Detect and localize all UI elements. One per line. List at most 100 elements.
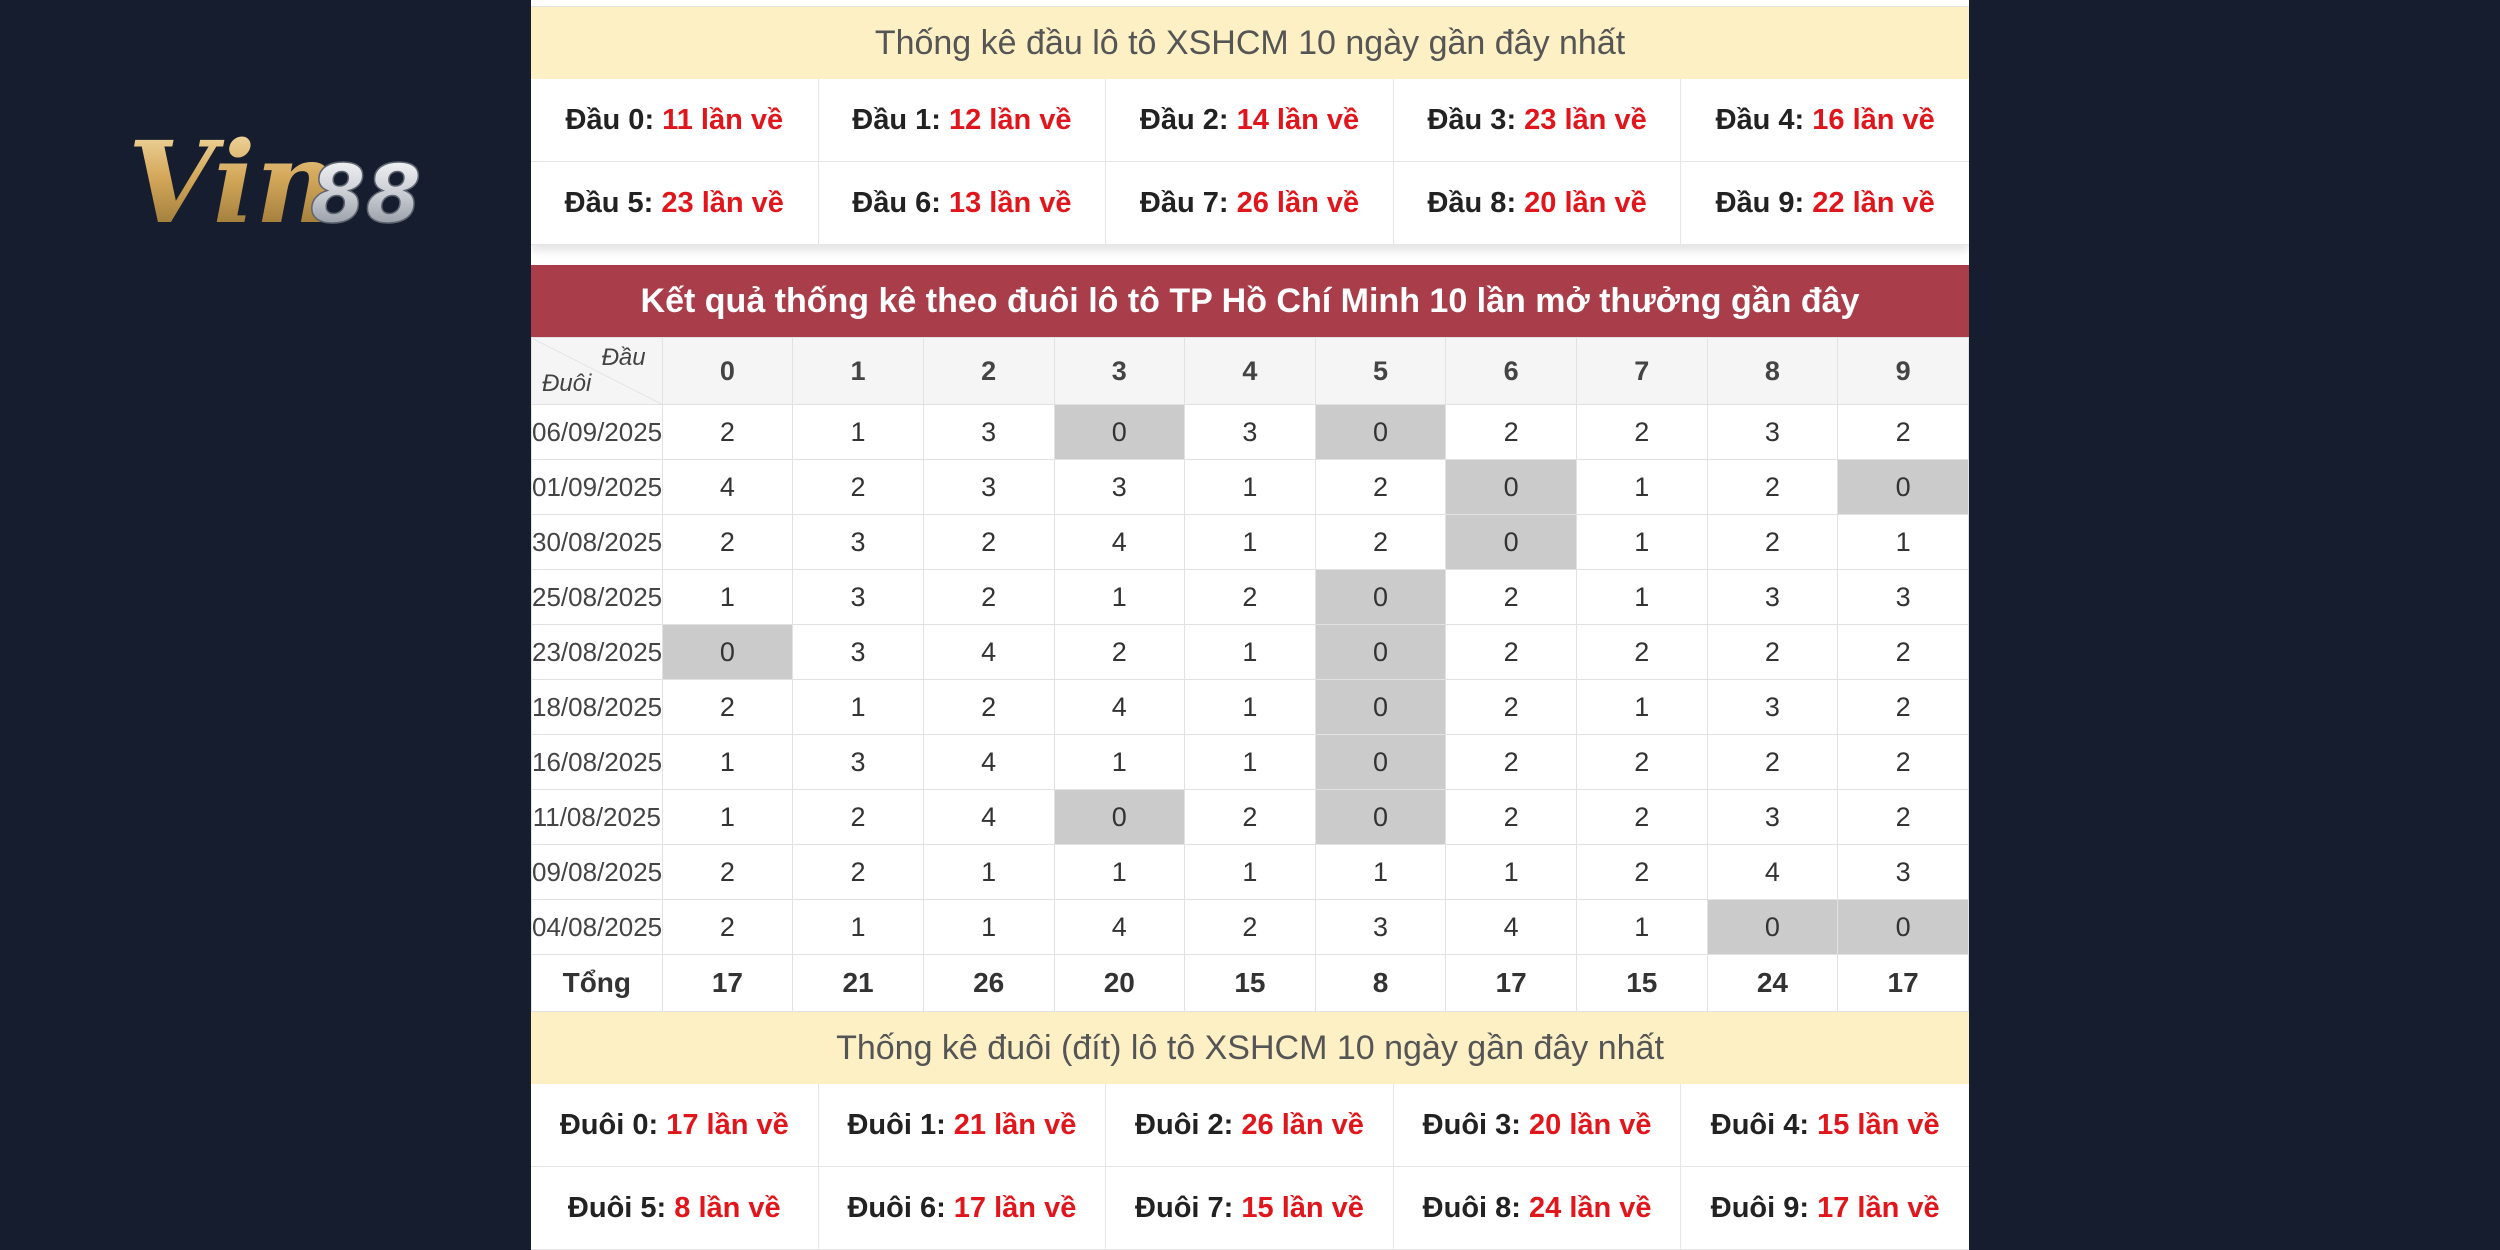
tail-stat-count: 20 lần về <box>1529 1109 1652 1141</box>
tail-stat-count: 17 lần về <box>1817 1192 1940 1224</box>
head-stat-label: Đầu 1: <box>852 104 941 136</box>
tail-stat-label: Đuôi 9: <box>1710 1192 1810 1224</box>
total-cell: 15 <box>1576 954 1708 1012</box>
table-row: 16/08/2025 1 3 4 1 1 0 2 2 2 2 <box>531 734 1969 790</box>
count-cell: 2 <box>1184 899 1316 955</box>
head-stat-count: 23 lần về <box>661 187 784 219</box>
count-cell: 3 <box>792 734 924 790</box>
count-cell: 2 <box>1576 734 1708 790</box>
count-cell: 1 <box>1184 679 1316 735</box>
count-cell: 4 <box>1053 514 1186 570</box>
count-cell: 1 <box>1053 569 1186 625</box>
tail-stat-count: 17 lần về <box>953 1192 1077 1224</box>
head-stat-count: 20 lần về <box>1524 187 1647 219</box>
head-stat-0: Đầu 0: 11 lần về <box>531 79 819 162</box>
row-date: 25/08/2025 <box>531 569 663 625</box>
column-header-0: 0 <box>661 337 794 405</box>
head-stat-3: Đầu 3: 23 lần về <box>1393 79 1682 162</box>
count-cell: 3 <box>1706 569 1839 625</box>
count-cell: 3 <box>1706 404 1839 460</box>
tail-stat-label: Đuôi 0: <box>559 1109 659 1141</box>
head-stat-count: 12 lần về <box>948 104 1072 136</box>
count-cell: 0 <box>1445 514 1577 570</box>
corner-label-dau: Đầu <box>601 344 646 371</box>
count-cell: 2 <box>922 569 1055 625</box>
count-cell: 2 <box>1445 569 1577 625</box>
head-stats-title: Thống kê đầu lô tô XSHCM 10 ngày gần đây… <box>531 7 1969 79</box>
count-cell: 1 <box>922 899 1055 955</box>
head-stat-count: 26 lần về <box>1236 187 1360 219</box>
count-cell: 1 <box>1576 514 1708 570</box>
tail-stat-0: Đuôi 0: 17 lần về <box>531 1084 819 1167</box>
tail-stat-8: Đuôi 8: 24 lần về <box>1393 1167 1682 1250</box>
tail-stat-label: Đuôi 1: <box>847 1109 946 1141</box>
head-stat-label: Đầu 4: <box>1715 104 1805 136</box>
total-cell: 17 <box>1837 954 1969 1012</box>
corner-label-duoi: Đuôi <box>542 370 592 397</box>
count-cell: 2 <box>1053 624 1186 680</box>
table-row: 09/08/2025 2 2 1 1 1 1 1 2 4 3 <box>531 844 1969 900</box>
count-cell: 1 <box>1053 734 1186 790</box>
tail-stats-title: Thống kê đuôi (đít) lô tô XSHCM 10 ngày … <box>531 1012 1969 1084</box>
count-cell: 1 <box>1576 679 1708 735</box>
head-stat-label: Đầu 0: <box>565 104 655 136</box>
count-cell: 2 <box>1314 459 1447 515</box>
count-cell: 0 <box>1837 899 1969 955</box>
count-cell: 3 <box>1184 404 1316 460</box>
head-stat-count: 23 lần về <box>1524 104 1647 136</box>
column-header-3: 3 <box>1053 337 1186 405</box>
count-cell: 2 <box>1837 734 1969 790</box>
count-cell: 1 <box>1184 844 1316 900</box>
table-row: 30/08/2025 2 3 2 4 1 2 0 1 2 1 <box>531 514 1969 570</box>
count-cell: 2 <box>1184 789 1316 845</box>
vin88-logo[interactable]: Vin 88 <box>124 118 484 238</box>
tail-stat-1: Đuôi 1: 21 lần về <box>818 1084 1107 1167</box>
head-stat-label: Đầu 2: <box>1139 104 1229 136</box>
tail-stat-count: 8 lần về <box>674 1192 781 1224</box>
count-cell: 3 <box>792 514 924 570</box>
head-stat-count: 16 lần về <box>1812 104 1935 136</box>
total-cell: 24 <box>1706 954 1839 1012</box>
count-cell: 1 <box>1314 844 1447 900</box>
count-cell: 2 <box>1837 404 1969 460</box>
head-stat-label: Đầu 7: <box>1139 187 1229 219</box>
count-cell: 4 <box>922 624 1055 680</box>
table-row: 11/08/2025 1 2 4 0 2 0 2 2 3 2 <box>531 789 1969 845</box>
count-cell: 2 <box>1576 844 1708 900</box>
count-cell: 1 <box>1576 459 1708 515</box>
row-date: 04/08/2025 <box>531 899 663 955</box>
total-cell: 20 <box>1053 954 1186 1012</box>
head-stat-label: Đầu 6: <box>852 187 941 219</box>
total-cell: 17 <box>1445 954 1577 1012</box>
count-cell: 2 <box>1314 514 1447 570</box>
total-label: Tổng <box>531 954 663 1012</box>
row-date: 01/09/2025 <box>531 459 663 515</box>
tail-stat-count: 26 lần về <box>1241 1109 1364 1141</box>
table-row: 06/09/2025 2 1 3 0 3 0 2 2 3 2 <box>531 404 1969 460</box>
count-cell: 4 <box>661 459 794 515</box>
count-cell: 2 <box>1576 624 1708 680</box>
count-cell: 1 <box>661 734 794 790</box>
column-header-8: 8 <box>1706 337 1839 405</box>
head-stat-4: Đầu 4: 16 lần về <box>1681 79 1969 162</box>
tail-stat-label: Đuôi 4: <box>1710 1109 1810 1141</box>
tail-stat-label: Đuôi 3: <box>1422 1109 1521 1141</box>
total-cell: 26 <box>922 954 1055 1012</box>
tail-stat-label: Đuôi 7: <box>1135 1192 1234 1224</box>
column-header-9: 9 <box>1837 337 1969 405</box>
count-cell: 2 <box>661 514 794 570</box>
count-cell: 4 <box>1445 899 1577 955</box>
count-cell: 2 <box>792 459 924 515</box>
head-stat-7: Đầu 7: 26 lần về <box>1106 162 1394 245</box>
total-cell: 15 <box>1184 954 1316 1012</box>
tail-stat-6: Đuôi 6: 17 lần về <box>818 1167 1107 1250</box>
count-cell: 4 <box>922 789 1055 845</box>
count-cell: 2 <box>1445 679 1577 735</box>
column-header-1: 1 <box>792 337 924 405</box>
total-cell: 17 <box>661 954 794 1012</box>
head-stat-count: 14 lần về <box>1236 104 1360 136</box>
total-row: Tổng 17 21 26 20 15 8 17 15 24 17 <box>531 954 1969 1012</box>
logo-text-vin: Vin <box>128 118 337 238</box>
count-cell: 3 <box>1837 844 1969 900</box>
